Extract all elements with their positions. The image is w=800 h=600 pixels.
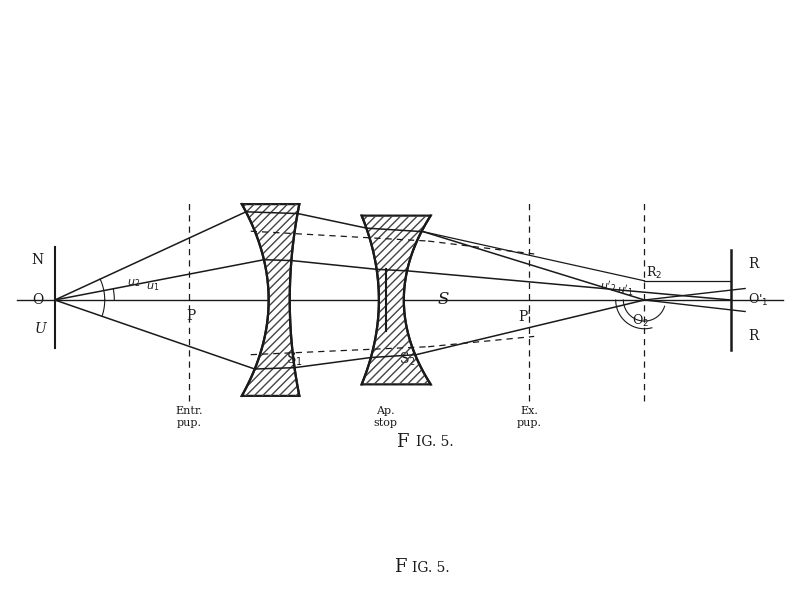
Text: $u'_2$: $u'_2$ [600,279,616,294]
Text: U: U [34,322,46,336]
Text: O: O [32,293,43,307]
Text: P: P [186,309,196,323]
Text: N: N [31,253,43,267]
Text: IG. 5.: IG. 5. [416,435,454,449]
Text: $u'_1$: $u'_1$ [617,283,634,298]
Text: F: F [396,433,408,451]
Text: Ex.
pup.: Ex. pup. [517,406,542,428]
Text: R$_2$: R$_2$ [646,265,662,281]
Text: S: S [438,292,449,308]
Text: P': P' [518,310,531,324]
Text: $u_2$: $u_2$ [127,277,140,289]
Polygon shape [242,204,299,396]
Text: Entr.
pup.: Entr. pup. [175,406,203,428]
Text: O$'_1$: O$'_1$ [748,292,769,308]
Text: Ap.
stop: Ap. stop [374,406,398,428]
Polygon shape [362,215,430,385]
Text: IG. 5.: IG. 5. [389,435,426,449]
Text: S$_1$: S$_1$ [286,351,303,368]
Text: $u_1$: $u_1$ [146,281,159,293]
Text: F: F [394,558,406,576]
Text: R: R [748,329,758,343]
Text: R: R [748,257,758,271]
Text: S$_2$: S$_2$ [399,351,416,368]
Text: IG. 5.: IG. 5. [412,560,450,575]
Text: O$_2$: O$_2$ [632,313,649,329]
